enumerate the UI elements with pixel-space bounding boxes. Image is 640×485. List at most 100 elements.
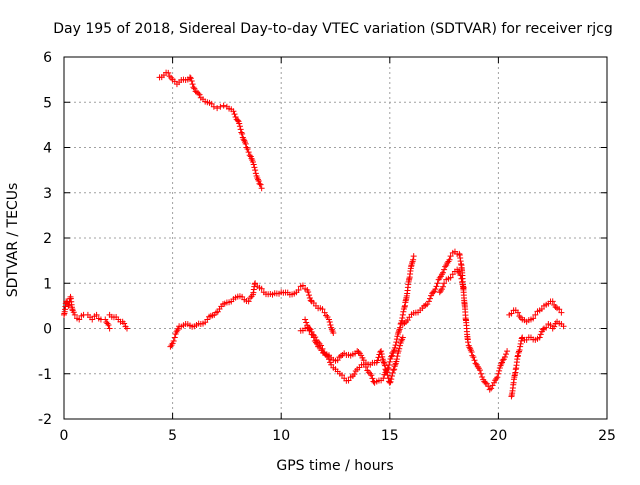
data-point xyxy=(457,272,464,279)
data-series-layer xyxy=(61,69,567,400)
data-point xyxy=(321,309,328,316)
data-point xyxy=(306,325,313,332)
data-point xyxy=(530,315,537,322)
data-point xyxy=(220,102,227,109)
data-point xyxy=(230,108,237,115)
data-point xyxy=(70,309,77,316)
data-point xyxy=(495,370,502,377)
data-series-seg6 xyxy=(302,316,406,386)
data-series-seg4 xyxy=(167,280,337,350)
data-point xyxy=(189,81,196,88)
y-tick-label: 2 xyxy=(43,231,52,247)
data-point xyxy=(323,312,330,319)
data-point xyxy=(508,310,515,317)
data-point xyxy=(426,295,433,302)
data-point xyxy=(251,164,258,171)
data-point xyxy=(425,298,432,305)
data-point xyxy=(552,304,559,311)
data-point xyxy=(387,378,394,385)
data-point xyxy=(374,357,381,364)
data-point xyxy=(93,311,100,318)
x-axis-label: GPS time / hours xyxy=(276,458,393,474)
data-point xyxy=(410,256,417,263)
data-series-seg2 xyxy=(106,311,130,332)
x-tick-label: 0 xyxy=(60,428,69,444)
y-tick-label: 1 xyxy=(43,276,52,292)
data-point xyxy=(558,309,565,316)
y-tick-label: 3 xyxy=(43,186,52,202)
data-point xyxy=(217,103,224,110)
data-point xyxy=(369,375,376,382)
data-point xyxy=(517,343,524,350)
data-point xyxy=(240,136,247,143)
data-point xyxy=(303,319,310,326)
data-point xyxy=(174,327,181,334)
data-point xyxy=(255,176,262,183)
x-tick-label: 5 xyxy=(168,428,177,444)
data-point xyxy=(345,377,352,384)
data-point xyxy=(365,369,372,376)
data-point xyxy=(488,385,495,392)
data-point xyxy=(380,358,387,365)
data-point xyxy=(328,361,335,368)
data-point xyxy=(248,155,255,162)
data-point xyxy=(102,316,109,323)
data-point xyxy=(382,366,389,373)
data-point xyxy=(105,322,112,329)
data-point xyxy=(308,328,315,335)
data-point xyxy=(470,354,477,361)
data-point xyxy=(395,329,402,336)
data-point xyxy=(460,284,467,291)
data-series-seg1 xyxy=(61,293,113,332)
data-point xyxy=(518,335,525,342)
data-point xyxy=(186,74,193,81)
data-point xyxy=(388,372,395,379)
data-point xyxy=(396,345,403,352)
data-point xyxy=(447,253,454,260)
data-point xyxy=(432,286,439,293)
data-point xyxy=(252,167,259,174)
data-point xyxy=(380,359,387,366)
data-point xyxy=(489,382,496,389)
data-point xyxy=(536,334,543,341)
data-point xyxy=(314,340,321,347)
data-point xyxy=(458,275,465,282)
data-point xyxy=(378,350,385,357)
data-point xyxy=(89,316,96,323)
data-point xyxy=(474,363,481,370)
data-point xyxy=(399,334,406,341)
data-point xyxy=(236,123,243,130)
data-point xyxy=(440,269,447,276)
data-point xyxy=(441,280,448,287)
data-point xyxy=(167,343,174,350)
data-point xyxy=(466,344,473,351)
data-point xyxy=(503,351,510,358)
data-point xyxy=(543,324,550,331)
data-point xyxy=(397,324,404,331)
data-series-seg7 xyxy=(399,248,511,393)
data-point xyxy=(499,357,506,364)
data-series-seg8 xyxy=(436,266,467,296)
axis-ticks: 0 5 10 15 20 25 -2 -1 0 1 2 3 4 5 6 xyxy=(38,50,616,444)
data-point xyxy=(250,161,257,168)
data-series-seg10 xyxy=(508,318,567,400)
data-point xyxy=(351,371,358,378)
data-point xyxy=(442,263,449,270)
data-point xyxy=(312,339,319,346)
data-point xyxy=(368,372,375,379)
data-point xyxy=(170,338,177,345)
data-point xyxy=(244,146,251,153)
data-point xyxy=(195,90,202,97)
data-point xyxy=(256,180,263,187)
data-point xyxy=(464,339,471,346)
data-point xyxy=(375,354,382,361)
data-point xyxy=(447,274,454,281)
grid-lines xyxy=(64,57,607,419)
data-point xyxy=(380,375,387,382)
data-point xyxy=(396,342,403,349)
data-point xyxy=(214,105,221,112)
data-point xyxy=(392,361,399,368)
